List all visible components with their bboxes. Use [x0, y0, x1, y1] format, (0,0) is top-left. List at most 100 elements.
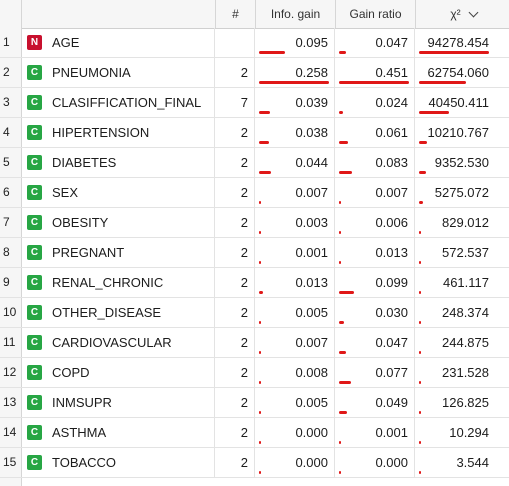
table-row[interactable]: 1 N AGE 0.095 0.047 94278.454: [0, 28, 509, 58]
header-chi2[interactable]: χ²: [415, 0, 495, 28]
values-count: 7: [215, 88, 255, 117]
chevron-down-icon[interactable]: [468, 7, 479, 18]
numeric-type-icon: N: [27, 35, 42, 50]
gain-ratio-bar: [339, 351, 347, 354]
chi2-cell: 248.374: [415, 298, 495, 327]
gain-ratio-cell: 0.077: [335, 358, 415, 387]
table-row[interactable]: 13 C INMSUPR 2 0.005 0.049 126.825: [0, 388, 509, 418]
table-row[interactable]: 6 C SEX 2 0.007 0.007 5275.072: [0, 178, 509, 208]
info-gain-bar: [259, 51, 285, 54]
values-count: 2: [215, 238, 255, 267]
table-row[interactable]: 5 C DIABETES 2 0.044 0.083 9352.530: [0, 148, 509, 178]
feature-name: RENAL_CHRONIC: [52, 275, 164, 290]
info-gain-cell: 0.005: [255, 298, 335, 327]
info-gain-cell: 0.038: [255, 118, 335, 147]
table-row[interactable]: 15 C TOBACCO 2 0.000 0.000 3.544: [0, 448, 509, 478]
gain-ratio-cell: 0.007: [335, 178, 415, 207]
feature-cell[interactable]: C ASTHMA: [21, 418, 215, 447]
feature-cell[interactable]: C HIPERTENSION: [21, 118, 215, 147]
values-count: 2: [215, 418, 255, 447]
categorical-type-icon: C: [27, 185, 42, 200]
table-row[interactable]: 7 C OBESITY 2 0.003 0.006 829.012: [0, 208, 509, 238]
chi2-bar: [419, 171, 426, 174]
gain-ratio-cell: 0.000: [335, 448, 415, 477]
feature-cell[interactable]: C INMSUPR: [21, 388, 215, 417]
gain-ratio-value: 0.083: [375, 155, 408, 170]
row-number: 10: [3, 305, 17, 319]
feature-cell[interactable]: C DIABETES: [21, 148, 215, 177]
gain-ratio-cell: 0.001: [335, 418, 415, 447]
header-info-gain[interactable]: Info. gain: [255, 0, 335, 28]
feature-cell[interactable]: C PNEUMONIA: [21, 58, 215, 87]
table-row[interactable]: 3 C CLASIFFICATION_FINAL 7 0.039 0.024 40450.4…: [0, 88, 509, 118]
feature-cell[interactable]: C TOBACCO: [21, 448, 215, 477]
info-gain-bar: [259, 381, 262, 384]
categorical-type-icon: C: [27, 275, 42, 290]
row-number: 4: [3, 125, 10, 139]
table-row[interactable]: 2 C PNEUMONIA 2 0.258 0.451 62754.060: [0, 58, 509, 88]
feature-cell[interactable]: C COPD: [21, 358, 215, 387]
gain-ratio-value: 0.000: [375, 455, 408, 470]
chi2-value: 3.544: [456, 455, 489, 470]
feature-name: TOBACCO: [52, 455, 117, 470]
feature-name: COPD: [52, 365, 90, 380]
table-row[interactable]: 12 C COPD 2 0.008 0.077 231.528: [0, 358, 509, 388]
chi2-bar: [419, 411, 421, 414]
table-row[interactable]: 9 C RENAL_CHRONIC 2 0.013 0.099 461.117: [0, 268, 509, 298]
info-gain-value: 0.005: [295, 395, 328, 410]
info-gain-bar: [259, 141, 270, 144]
table-row[interactable]: 11 C CARDIOVASCULAR 2 0.007 0.047 244.875: [0, 328, 509, 358]
feature-cell[interactable]: C OBESITY: [21, 208, 215, 237]
chi2-value: 10210.767: [427, 125, 489, 140]
categorical-type-icon: C: [27, 365, 42, 380]
header-gain-ratio[interactable]: Gain ratio: [335, 0, 415, 28]
chi2-cell: 40450.411: [415, 88, 495, 117]
gain-ratio-bar: [339, 171, 352, 174]
chi2-cell: 572.537: [415, 238, 495, 267]
feature-name: OBESITY: [52, 215, 109, 230]
chi2-value: 40450.411: [428, 95, 490, 110]
values-count: 2: [215, 388, 255, 417]
feature-cell[interactable]: N AGE: [21, 28, 215, 57]
info-gain-value: 0.000: [295, 455, 328, 470]
table-row[interactable]: 4 C HIPERTENSION 2 0.038 0.061 10210.767: [0, 118, 509, 148]
info-gain-value: 0.044: [295, 155, 328, 170]
info-gain-bar: [259, 321, 261, 324]
values-count: 2: [215, 298, 255, 327]
feature-cell[interactable]: C RENAL_CHRONIC: [21, 268, 215, 297]
feature-cell[interactable]: C SEX: [21, 178, 215, 207]
feature-name: DIABETES: [52, 155, 117, 170]
gain-ratio-cell: 0.030: [335, 298, 415, 327]
chi2-cell: 62754.060: [415, 58, 495, 87]
feature-cell[interactable]: C CARDIOVASCULAR: [21, 328, 215, 357]
chi2-bar: [419, 321, 421, 324]
feature-cell[interactable]: C PREGNANT: [21, 238, 215, 267]
values-count: 2: [215, 448, 255, 477]
gain-ratio-value: 0.047: [375, 335, 408, 350]
chi2-value: 5275.072: [434, 185, 489, 200]
table-row[interactable]: 10 C OTHER_DISEASE 2 0.005 0.030 248.374: [0, 298, 509, 328]
info-gain-value: 0.007: [295, 185, 328, 200]
feature-cell[interactable]: C OTHER_DISEASE: [21, 298, 215, 327]
feature-cell[interactable]: C CLASIFFICATION_FINAL: [21, 88, 215, 117]
header-n[interactable]: #: [215, 0, 255, 28]
table-row[interactable]: 14 C ASTHMA 2 0.000 0.001 10.294: [0, 418, 509, 448]
chi2-cell: 231.528: [415, 358, 495, 387]
table-row[interactable]: 8 C PREGNANT 2 0.001 0.013 572.537: [0, 238, 509, 268]
chi2-value: 461.117: [442, 275, 489, 290]
gain-ratio-bar: [339, 261, 342, 264]
gain-ratio-value: 0.024: [375, 95, 408, 110]
values-count: 2: [215, 268, 255, 297]
chi2-value: 829.012: [442, 215, 489, 230]
row-number: 15: [3, 455, 17, 469]
chi2-value: 94278.454: [427, 35, 489, 50]
header-feature[interactable]: [21, 0, 215, 28]
chi2-bar: [419, 201, 423, 204]
info-gain-bar: [259, 261, 261, 264]
categorical-type-icon: C: [27, 335, 42, 350]
gain-ratio-value: 0.099: [375, 275, 408, 290]
gain-ratio-bar: [339, 141, 349, 144]
info-gain-cell: 0.044: [255, 148, 335, 177]
chi2-cell: 461.117: [415, 268, 495, 297]
gain-ratio-cell: 0.013: [335, 238, 415, 267]
